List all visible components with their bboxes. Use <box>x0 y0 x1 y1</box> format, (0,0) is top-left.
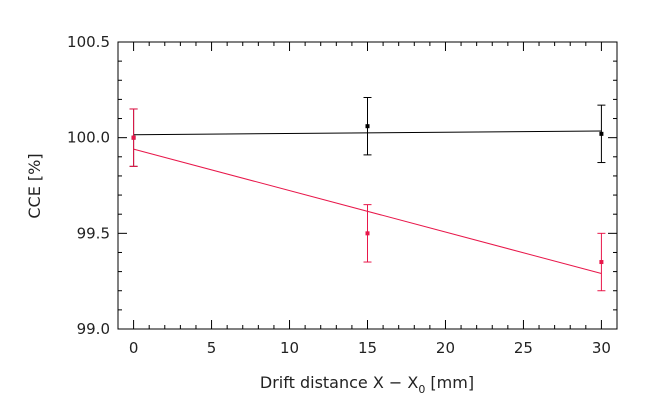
x-tick-label: 0 <box>129 339 139 357</box>
x-axis-label-main: Drift distance X − X <box>260 373 418 392</box>
data-point-series-1 <box>365 124 370 129</box>
x-tick-label: 20 <box>436 339 455 357</box>
y-tick-label: 100.0 <box>67 129 110 147</box>
plot-frame <box>117 41 618 330</box>
y-axis-label: CCE [%] <box>25 153 44 218</box>
data-point-series-2 <box>365 231 370 236</box>
y-tick-label: 99.0 <box>77 320 110 338</box>
x-axis-label: Drift distance X − X0 [mm] <box>260 373 474 396</box>
x-tick-label: 5 <box>207 339 217 357</box>
x-tick-label: 10 <box>280 339 299 357</box>
data-point-series-1 <box>599 131 604 136</box>
x-axis-label-subscript: 0 <box>418 383 425 396</box>
data-point-series-2 <box>131 135 136 140</box>
y-axis: 99.0 99.5 100.0 100.5 <box>67 33 617 338</box>
y-tick-label: 99.5 <box>77 224 110 242</box>
data-point-series-2 <box>599 260 604 265</box>
x-tick-label: 15 <box>358 339 377 357</box>
data-points <box>129 96 606 292</box>
y-tick-label: 100.5 <box>67 33 110 51</box>
x-axis-label-unit: [mm] <box>425 373 474 392</box>
x-tick-label: 25 <box>514 339 533 357</box>
x-axis: 0 5 10 15 20 25 30 <box>117 42 618 357</box>
x-tick-label: 30 <box>592 339 611 357</box>
